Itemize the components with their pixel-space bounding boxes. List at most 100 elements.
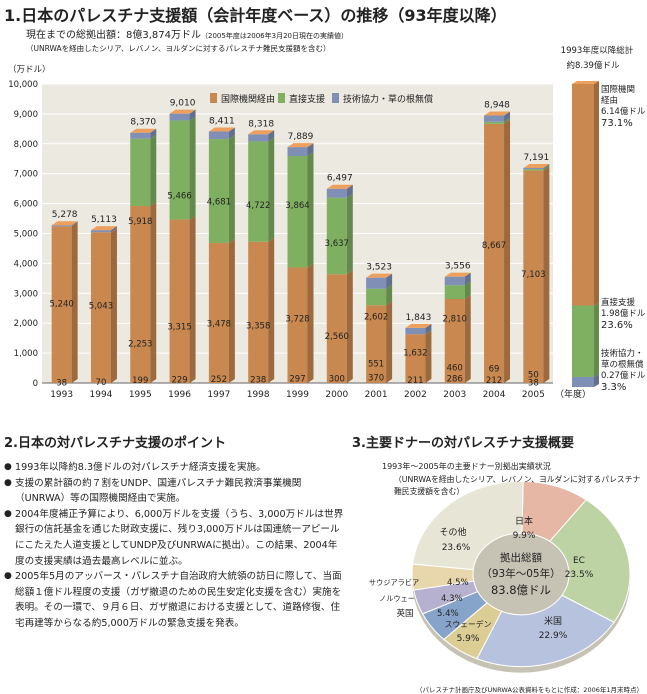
bar-value-label: 38 xyxy=(528,378,539,388)
bar-segment-side xyxy=(268,137,275,242)
bar-segment xyxy=(523,167,544,170)
x-tick-label: 1993 xyxy=(50,390,73,400)
bar-segment xyxy=(208,139,229,244)
donut-slice-name: ノルウェー xyxy=(379,594,415,603)
support-points: 1993年以降約8.3億ドルの対パレスチナ経済支援を実施。 支援の累計額の約７割… xyxy=(4,460,344,632)
bar-value-label: 3,637 xyxy=(325,239,349,249)
donut-slice-percent: 22.9% xyxy=(539,631,568,641)
bar-value-label: 551 xyxy=(368,360,384,370)
bar-segment xyxy=(287,147,308,156)
bar-total-label: 1,843 xyxy=(406,313,432,323)
donut-slice-name: 日本 xyxy=(515,515,533,527)
x-tick-label: 1998 xyxy=(247,390,270,400)
y-tick-label: 9,000 xyxy=(14,110,38,120)
summary-bar-side xyxy=(594,302,599,378)
summary-bar-side xyxy=(594,374,599,387)
bar-value-label: 370 xyxy=(368,373,384,383)
donut-slice-percent: 23.5% xyxy=(565,570,594,580)
bar-segment xyxy=(248,241,269,383)
bar-total-label: 8,411 xyxy=(209,117,235,127)
bar-value-label: 1,632 xyxy=(403,348,427,358)
summary-bar-segment xyxy=(572,84,594,306)
bar-segment xyxy=(169,113,190,121)
y-axis-unit: （万ドル） xyxy=(8,65,51,75)
bar-value-label: 2,810 xyxy=(443,315,467,325)
bar-segment-side xyxy=(543,166,550,383)
x-tick-label: 2000 xyxy=(325,390,348,400)
bar-total-label: 8,948 xyxy=(484,100,510,110)
bar-segment-side xyxy=(189,109,196,121)
bar-segment-side xyxy=(228,135,235,244)
donut-slice xyxy=(548,499,631,623)
y-tick-label: 3,000 xyxy=(14,289,38,299)
donut-slice-name: EC xyxy=(573,556,585,566)
donut-slice-percent: 5.4% xyxy=(437,609,459,619)
bar-segment xyxy=(444,276,465,286)
bar-segment-side xyxy=(386,273,393,289)
bar-segment xyxy=(169,219,190,383)
legend-label: 直接支援 xyxy=(289,93,325,105)
bar-value-label: 69 xyxy=(489,365,500,375)
x-tick-label: 2005 xyxy=(522,390,545,400)
donut-slice-name: 米国 xyxy=(544,615,562,627)
summary-segment-percent: 73.1% xyxy=(601,118,633,129)
x-tick-label: 2003 xyxy=(443,390,466,400)
x-tick-label: 1999 xyxy=(286,390,309,400)
donut-slice-name: 英国 xyxy=(396,608,413,619)
bar-value-label: 199 xyxy=(132,376,148,386)
page-title: 1.日本のパレスチナ支援額（会計年度ベース）の推移（93年度以降） xyxy=(4,6,507,25)
bar-value-label: 212 xyxy=(486,376,502,386)
bar-value-label: 2,560 xyxy=(325,332,349,342)
bar-value-label: 5,240 xyxy=(49,300,73,310)
bar-value-label: 2,253 xyxy=(128,339,152,349)
bar-segment-side xyxy=(150,128,157,139)
bar-top-face xyxy=(208,127,235,132)
bar-value-label: 5,918 xyxy=(128,217,152,227)
y-tick-label: 8,000 xyxy=(14,140,38,150)
bar-segment xyxy=(248,141,269,242)
bar-segment-side xyxy=(307,263,314,383)
bar-segment-side xyxy=(71,221,78,227)
bar-segment xyxy=(444,285,465,299)
bar-value-label: 4,722 xyxy=(246,201,270,211)
section2-title: 2.日本の対パレスチナ支援のポイント xyxy=(4,436,226,451)
bar-segment-side xyxy=(346,184,353,198)
bar-segment-side xyxy=(464,281,471,299)
donut-slice-percent: 4.3% xyxy=(441,594,463,604)
support-point-4: 2005年5月のアッバース・パレスチナ自治政府大統領の訪日に際して、当面総額１億… xyxy=(4,569,344,631)
y-tick-label: 6,000 xyxy=(14,200,38,210)
bar-value-label: 8,667 xyxy=(482,241,506,251)
bar-segment-side xyxy=(71,222,78,383)
y-tick-label: 7,000 xyxy=(14,170,38,180)
bar-segment-side xyxy=(228,127,235,140)
legend-label: 国際機関経由 xyxy=(221,93,275,105)
bar-total-label: 8,318 xyxy=(248,119,274,129)
x-tick-label: 2004 xyxy=(483,390,506,400)
bar-value-label: 5,043 xyxy=(89,302,113,312)
donut-slice xyxy=(476,594,615,668)
bar-segment xyxy=(130,206,151,383)
bar-segment-side xyxy=(150,134,157,207)
bar-segment-side xyxy=(504,111,511,122)
donut-slice-percent: 9.9% xyxy=(513,531,536,541)
legend-label: 技術協力・草の根無償 xyxy=(343,93,433,105)
bar-value-label: 2,602 xyxy=(364,313,388,323)
bar-segment xyxy=(248,134,269,142)
bar-value-label: 286 xyxy=(447,375,463,385)
bar-segment xyxy=(51,225,72,227)
support-point-1: 1993年以降約8.3億ドルの対パレスチナ経済支援を実施。 xyxy=(4,460,344,476)
bar-segment xyxy=(326,197,347,275)
bar-segment-side xyxy=(228,239,235,383)
y-tick-label: 2,000 xyxy=(14,319,38,329)
y-tick-label: 0 xyxy=(33,379,38,389)
bar-total-label: 6,497 xyxy=(327,174,353,184)
legend-swatch xyxy=(278,93,285,103)
bar-value-label: 3,358 xyxy=(246,322,270,332)
bar-segment-side xyxy=(346,193,353,275)
bar-value-label: 5,466 xyxy=(167,191,191,201)
donor-chart-note: （UNRWAを経由したシリア、レバノン、ヨルダンに対するパレスチナ難民支援額を含… xyxy=(394,475,641,496)
bar-segment-side xyxy=(307,143,314,156)
bar-top-face xyxy=(287,143,314,148)
summary-segment-percent: 3.3% xyxy=(601,382,626,393)
